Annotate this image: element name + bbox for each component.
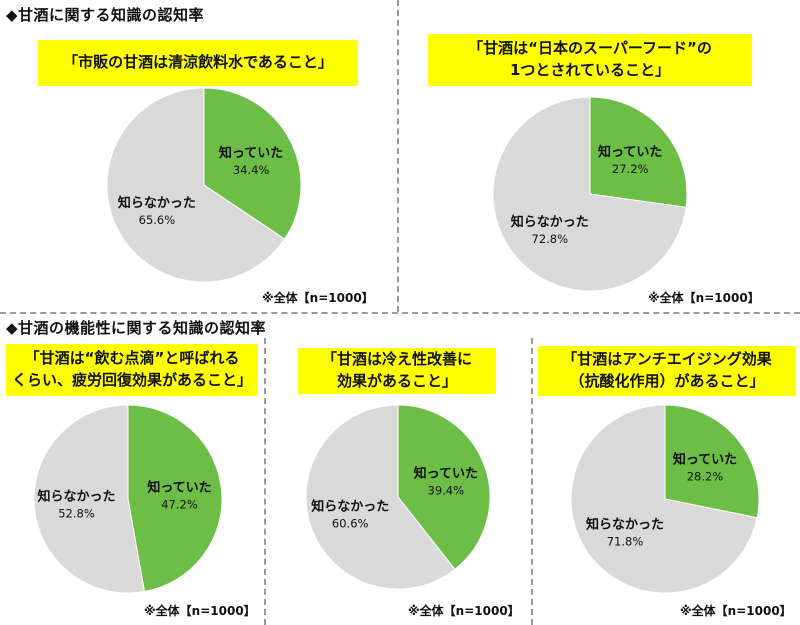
pie4-value-unknown: 60.6% [332, 517, 369, 531]
chart1-title-banner: 「市販の甘酒は清涼飲料水であること」 [38, 40, 358, 86]
pie1-slice-known [203, 87, 302, 240]
divider-horizontal [0, 312, 800, 314]
chart2-title-banner: 「甘酒は“日本のスーパーフード”の 1つとされていること」 [428, 34, 752, 86]
pie5-value-known: 28.2% [687, 469, 724, 483]
divider-bottom-left [264, 338, 266, 625]
chart3-sample-note: ※全体【n=1000】 [144, 604, 256, 618]
pie1-label-known: 知っていた [219, 145, 283, 161]
pie-chart-3: 知っていた 47.2% 知らなかった 52.8% [33, 404, 223, 594]
pie3-slice-unknown [33, 404, 146, 594]
pie5-slice-unknown [570, 404, 758, 594]
chart1-sample-note: ※全体【n=1000】 [262, 291, 374, 305]
chart5-title-banner: 「甘酒はアンチエイジング効果 （抗酸化作用）があること」 [538, 346, 796, 396]
pie2-label-known: 知っていた [598, 144, 662, 160]
pie2-slice-known [589, 96, 688, 208]
chart3-title-banner: 「甘酒は“飲む点滴”と呼ばれる くらい、疲労回復効果があること」 [6, 344, 258, 396]
pie4-slice-known [397, 404, 491, 571]
pie-chart-4: 知っていた 39.4% 知らなかった 60.6% [305, 404, 491, 590]
pie1-value-unknown: 65.6% [139, 213, 176, 227]
pie4-label-known: 知っていた [414, 466, 478, 482]
pie4-value-known: 39.4% [428, 484, 465, 498]
pie2-slice-unknown [492, 96, 687, 292]
chart2-sample-note: ※全体【n=1000】 [648, 291, 760, 305]
pie2-value-known: 27.2% [612, 162, 649, 176]
divider-bottom-right [531, 338, 533, 625]
pie1-slice-unknown [106, 87, 286, 283]
pie3-label-unknown: 知らなかった [37, 489, 115, 505]
pie5-label-unknown: 知らなかった [586, 517, 664, 533]
pie2-value-unknown: 72.8% [532, 232, 569, 246]
pie3-value-unknown: 52.8% [58, 507, 95, 521]
pie2-label-unknown: 知らなかった [511, 214, 589, 230]
pie1-value-known: 34.4% [233, 163, 270, 177]
pie3-slice-known [127, 404, 223, 593]
section1-title: ◆甘酒に関する知識の認知率 [6, 6, 205, 24]
pie-chart-5: 知っていた 28.2% 知らなかった 71.8% [570, 404, 760, 594]
chart5-sample-note: ※全体【n=1000】 [680, 604, 792, 618]
pie4-slice-unknown [305, 404, 456, 590]
pie5-slice-known [664, 404, 760, 519]
pie5-label-known: 知っていた [673, 451, 737, 467]
pie3-value-known: 47.2% [161, 498, 198, 512]
pie1-label-unknown: 知らなかった [118, 195, 196, 211]
pie5-value-unknown: 71.8% [607, 535, 644, 549]
chart4-title-banner: 「甘酒は冷え性改善に 効果があること」 [298, 348, 496, 394]
pie-chart-1: 知っていた 34.4% 知らなかった 65.6% [106, 87, 302, 283]
pie-chart-2: 知っていた 27.2% 知らなかった 72.8% [492, 96, 688, 292]
pie3-label-known: 知っていた [147, 480, 211, 496]
divider-top-vertical [397, 0, 399, 312]
chart4-sample-note: ※全体【n=1000】 [408, 604, 520, 618]
pie4-label-unknown: 知らなかった [311, 499, 389, 515]
section2-title: ◆甘酒の機能性に関する知識の認知率 [6, 319, 267, 337]
